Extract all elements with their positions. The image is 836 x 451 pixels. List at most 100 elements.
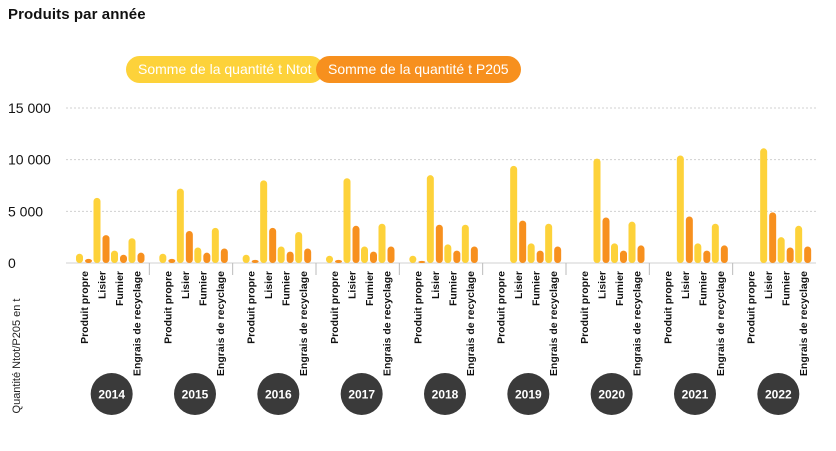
bar-p205: [418, 260, 426, 263]
x-tick-label: Fumier: [114, 271, 126, 306]
bar-p205: [804, 246, 812, 263]
bar-ntot: [711, 223, 719, 263]
x-tick-label: Engrais de recyclage: [465, 271, 477, 376]
y-tick-label: 10 000: [8, 152, 51, 168]
year-badge: [257, 373, 300, 415]
bar-ntot: [194, 247, 202, 263]
x-tick-label: Produit propre: [79, 271, 91, 344]
year-label: 2020: [598, 388, 625, 402]
bar-p205: [220, 248, 228, 263]
bar-ntot: [444, 244, 452, 263]
bar-p205: [185, 230, 193, 263]
x-tick-label: Produit propre: [246, 271, 258, 344]
bar-p205: [120, 254, 127, 263]
bar-p205: [602, 217, 610, 263]
year-badge: [507, 373, 550, 415]
x-tick-label: Lisier: [513, 271, 525, 299]
x-tick-label: Lisier: [430, 271, 442, 299]
bar-p205: [769, 212, 777, 263]
y-tick-label: 5 000: [8, 203, 43, 219]
bar-p205: [352, 225, 360, 263]
bar-p205: [519, 220, 527, 263]
bar-ntot: [111, 250, 118, 263]
x-tick-label: Fumier: [781, 271, 793, 306]
x-tick-label: Engrais de recyclage: [715, 271, 727, 376]
bar-p205: [453, 250, 461, 263]
bar-ntot: [694, 243, 702, 263]
x-tick-label: Produit propre: [746, 271, 758, 344]
bar-p205: [435, 224, 443, 263]
bar-ntot: [760, 148, 768, 263]
bar-ntot: [409, 255, 417, 263]
year-label: 2018: [432, 388, 459, 402]
x-tick-label: Produit propre: [162, 271, 174, 344]
bar-ntot: [295, 232, 303, 263]
year-badge: [340, 373, 383, 415]
bar-ntot: [795, 225, 803, 263]
bar-ntot: [277, 246, 285, 263]
bar-ntot: [76, 253, 83, 263]
x-tick-label: Fumier: [697, 271, 709, 306]
year-badge: [424, 373, 466, 415]
bar-p205: [470, 246, 478, 263]
bar-ntot: [426, 175, 434, 263]
x-tick-label: Fumier: [197, 271, 209, 306]
bar-p205: [685, 216, 693, 263]
bar-p205: [251, 259, 259, 263]
bar-p205: [387, 246, 395, 263]
x-tick-label: Lisier: [763, 271, 775, 299]
legend-item-p205[interactable]: Somme de la quantité t P205: [316, 56, 521, 83]
bar-p205: [554, 246, 562, 263]
x-tick-label: Engrais de recyclage: [798, 271, 810, 376]
bar-ntot: [242, 254, 250, 263]
bar-p205: [370, 251, 377, 263]
year-label: 2015: [182, 388, 209, 402]
year-badge: [174, 373, 216, 415]
bar-p205: [304, 248, 312, 263]
x-tick-label: Fumier: [614, 271, 626, 306]
bar-ntot: [128, 238, 136, 263]
bar-ntot: [211, 227, 219, 263]
y-tick-label: 0: [8, 255, 16, 271]
bar-ntot: [461, 224, 469, 263]
bar-ntot: [176, 188, 184, 263]
bar-p205: [203, 252, 211, 263]
bar-ntot: [343, 178, 351, 263]
x-tick-label: Lisier: [347, 271, 359, 299]
bar-ntot: [510, 165, 518, 263]
x-tick-label: Lisier: [263, 271, 275, 299]
bar-ntot: [628, 221, 636, 263]
year-label: 2019: [515, 388, 542, 402]
bar-ntot: [545, 223, 553, 263]
x-tick-label: Engrais de recyclage: [215, 271, 227, 376]
x-tick-label: Fumier: [531, 271, 543, 306]
x-tick-label: Produit propre: [412, 271, 424, 344]
bar-ntot: [361, 246, 368, 263]
x-tick-label: Produit propre: [329, 271, 341, 344]
legend-item-ntot[interactable]: Somme de la quantité t Ntot: [126, 56, 324, 83]
year-badge: [757, 373, 800, 415]
x-tick-label: Fumier: [281, 271, 293, 306]
year-label: 2014: [98, 388, 125, 402]
x-tick-label: Engrais de recyclage: [132, 271, 144, 376]
bar-p205: [786, 247, 794, 263]
x-tick-label: Lisier: [180, 271, 192, 299]
bar-ntot: [777, 237, 785, 263]
year-label: 2021: [682, 388, 709, 402]
bar-ntot: [378, 223, 386, 263]
bar-p205: [137, 252, 145, 263]
x-tick-label: Produit propre: [579, 271, 591, 344]
year-label: 2017: [348, 388, 375, 402]
year-badge: [90, 373, 133, 415]
bar-p205: [637, 245, 645, 263]
bar-p205: [85, 258, 92, 263]
bar-p205: [335, 259, 342, 263]
bar-ntot: [93, 197, 101, 263]
bar-ntot: [260, 180, 268, 263]
bar-ntot: [159, 253, 167, 263]
y-tick-label: 15 000: [8, 100, 51, 116]
x-tick-label: Engrais de recyclage: [298, 271, 310, 376]
x-tick-label: Engrais de recyclage: [632, 271, 644, 376]
x-tick-label: Engrais de recyclage: [548, 271, 560, 376]
chart-title: Produits par année: [8, 6, 146, 23]
